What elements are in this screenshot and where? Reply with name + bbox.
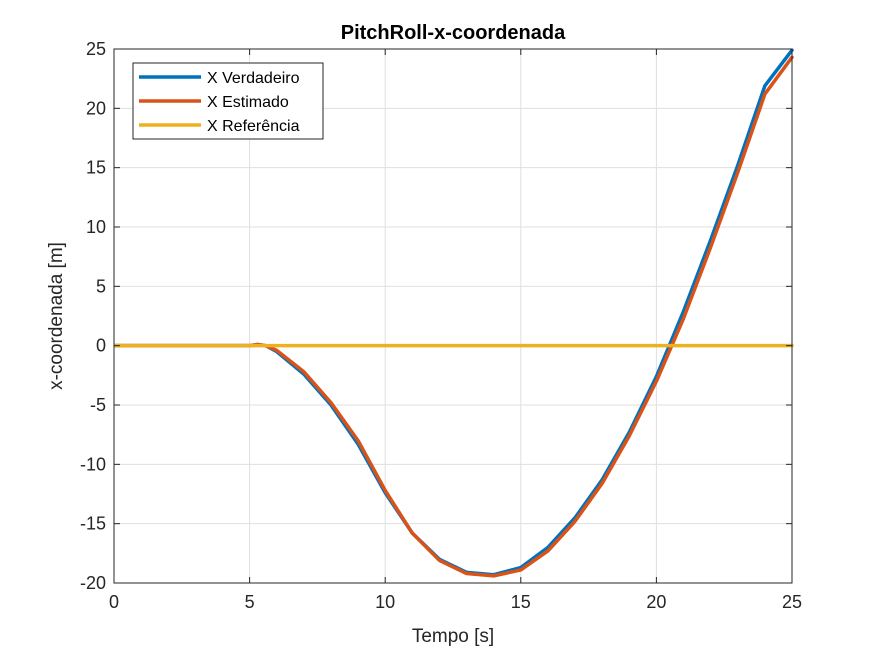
y-tick-label: -5 [90, 395, 106, 415]
y-tick-label: 10 [86, 217, 106, 237]
x-tick-label: 0 [109, 592, 119, 612]
x-tick-label: 10 [375, 592, 395, 612]
x-tick-label: 20 [646, 592, 666, 612]
y-tick-label: -10 [80, 454, 106, 474]
y-axis-label: x-coordenada [m] [46, 242, 67, 390]
x-axis-label: Tempo [s] [412, 626, 494, 647]
legend-entry: X Estimado [207, 94, 289, 111]
legend-entry: X Referência [207, 118, 300, 135]
legend: X Verdadeiro X Estimado X Referência [132, 62, 324, 140]
y-tick-label: 5 [96, 276, 106, 296]
y-tick-label: 25 [86, 39, 106, 59]
y-tick-label: -15 [80, 514, 106, 534]
y-tick-label: 15 [86, 158, 106, 178]
series-line-2 [114, 55, 794, 578]
axes-box [113, 48, 793, 584]
y-tick-label: 20 [86, 98, 106, 118]
legend-entry: X Verdadeiro [207, 70, 300, 87]
ticks: 0 5 10 15 20 25 -20 -15 -10 -5 0 5 10 15 20 25 [80, 39, 802, 612]
x-tick-label: 15 [511, 592, 531, 612]
x-tick-label: 5 [245, 592, 255, 612]
data-series [114, 48, 794, 578]
y-tick-label: -20 [80, 573, 106, 593]
x-tick-label: 25 [782, 592, 802, 612]
chart-title: PitchRoll-x-coordenada [341, 22, 566, 44]
y-tick-label: 0 [96, 336, 106, 356]
